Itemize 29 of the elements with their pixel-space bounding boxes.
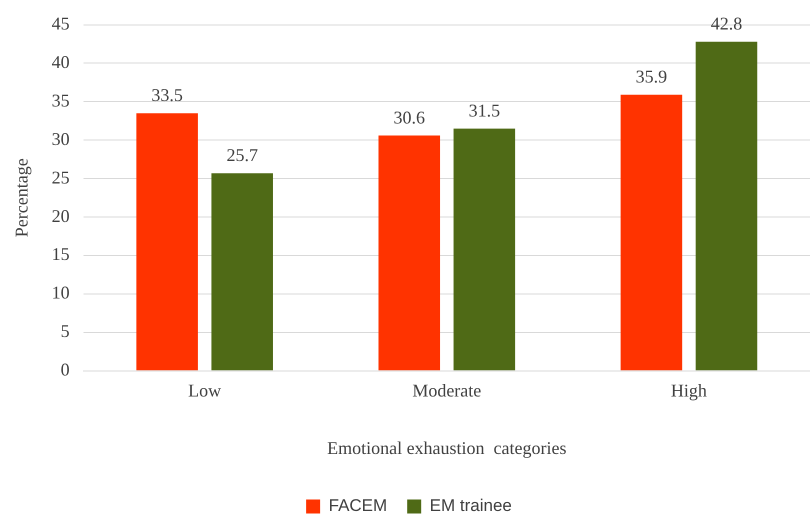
y-tick-label: 20 [52, 206, 70, 226]
data-label: 33.5 [151, 84, 183, 105]
data-label: 35.9 [636, 66, 668, 87]
data-label: 31.5 [468, 100, 500, 120]
x-tick-label: Low [188, 380, 222, 400]
y-tick-label: 15 [52, 244, 70, 264]
data-label: 25.7 [226, 144, 258, 165]
bar [378, 136, 440, 370]
x-tick-label: High [670, 380, 707, 400]
data-label: 42.8 [710, 13, 742, 34]
bar [211, 173, 273, 370]
y-tick-label: 45 [52, 14, 70, 34]
bar [136, 113, 198, 370]
legend-label: FACEM [328, 496, 388, 516]
x-tick-label: Moderate [412, 380, 482, 400]
bar [454, 128, 516, 370]
y-tick-label: 30 [52, 128, 70, 149]
data-label: 30.6 [394, 107, 426, 128]
y-tick-label: 5 [60, 321, 70, 342]
bar [620, 94, 682, 370]
legend-label: EM trainee [430, 496, 512, 516]
y-tick-label: 25 [52, 167, 70, 188]
y-tick-label: 10 [52, 282, 70, 303]
y-tick-label: 0 [60, 360, 70, 380]
y-tick-label: 40 [52, 52, 70, 72]
y-axis-title: Percentage [12, 158, 32, 238]
y-tick-label: 35 [52, 90, 70, 110]
bar [696, 42, 758, 370]
x-axis-title: Emotional exhaustion categories [327, 438, 567, 458]
